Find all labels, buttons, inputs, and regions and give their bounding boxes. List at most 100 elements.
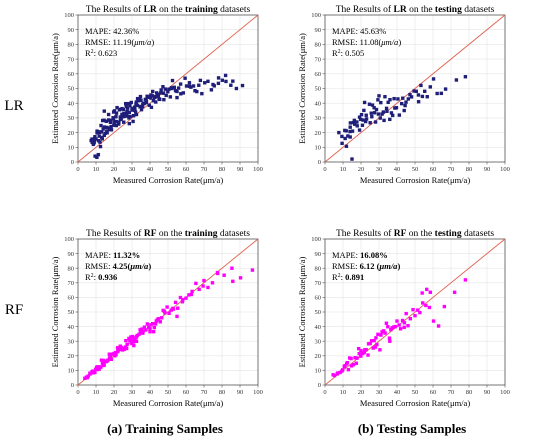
chart-title-part: on the: [157, 229, 185, 239]
chart-title-part: LR: [144, 5, 157, 15]
data-point: [139, 98, 143, 102]
data-point: [176, 86, 181, 90]
data-point: [130, 334, 135, 339]
data-point: [126, 101, 131, 106]
y-tick-label: 50: [68, 309, 75, 316]
stat-r2-sep: :: [341, 272, 346, 282]
stat-rmse: RMSE: 11.08(μm/a): [332, 37, 401, 47]
y-tick-label: 90: [68, 251, 75, 258]
data-point: [420, 94, 425, 99]
stat-r2-sup: 2: [338, 273, 341, 279]
data-point: [435, 91, 439, 96]
data-point: [134, 335, 139, 339]
data-point: [149, 96, 153, 100]
data-point: [104, 125, 109, 130]
data-point: [97, 134, 101, 138]
stat-rmse-label: RMSE:: [332, 261, 360, 271]
data-point: [383, 95, 387, 99]
data-point: [106, 112, 111, 117]
data-point: [172, 85, 176, 90]
data-point: [142, 325, 147, 329]
data-point: [131, 119, 135, 124]
data-point: [399, 101, 404, 106]
data-point: [100, 137, 104, 141]
data-point: [154, 100, 158, 104]
data-point: [102, 109, 106, 113]
x-tick-label: 80: [219, 166, 226, 173]
y-tick-label: 0: [71, 382, 74, 389]
data-point: [431, 77, 436, 81]
data-point: [128, 114, 132, 119]
x-tick-label: 30: [376, 166, 383, 173]
data-point: [425, 95, 429, 99]
y-axis-label: Estimated Corrosion Rate(μm/a): [297, 256, 307, 367]
data-point: [127, 110, 131, 115]
data-point: [388, 97, 392, 102]
data-point: [149, 105, 154, 110]
data-point: [173, 300, 178, 305]
data-point: [411, 307, 415, 312]
data-point: [378, 348, 382, 352]
data-point: [93, 154, 97, 158]
data-point: [191, 84, 196, 88]
data-point: [357, 128, 362, 132]
x-tick-label: 30: [129, 389, 136, 396]
data-point: [348, 129, 352, 134]
data-point: [187, 293, 191, 297]
stat-mape-label: MAPE:: [332, 250, 360, 260]
x-tick-label: 40: [147, 166, 154, 173]
data-point: [162, 97, 166, 102]
data-point: [135, 103, 140, 108]
data-point: [131, 340, 136, 344]
data-point: [153, 94, 158, 99]
reference-line: [324, 238, 506, 386]
data-point: [130, 106, 134, 111]
data-point: [109, 357, 113, 362]
data-point: [350, 129, 355, 133]
data-point: [98, 140, 102, 144]
data-point: [416, 308, 420, 312]
data-point: [181, 91, 185, 95]
y-axis-label: Estimated Corrosion Rate(μm/a): [297, 33, 307, 144]
data-point: [197, 83, 201, 87]
data-point: [143, 97, 148, 102]
data-point: [431, 319, 436, 323]
data-point: [384, 106, 389, 111]
data-point: [102, 362, 106, 367]
data-point: [358, 117, 363, 122]
data-point: [95, 131, 99, 135]
x-tick-label: 90: [237, 166, 244, 173]
data-point: [125, 109, 129, 114]
data-point: [175, 95, 179, 100]
chart-title-part: testing: [435, 229, 462, 239]
data-point: [108, 354, 113, 358]
data-point: [344, 144, 349, 148]
data-point: [152, 325, 157, 330]
data-point: [102, 118, 106, 122]
data-point: [128, 339, 132, 343]
chart-title-part: The Results of: [86, 4, 144, 15]
data-point: [379, 100, 383, 105]
chart-title-part: datasets: [462, 229, 495, 239]
data-point: [372, 111, 377, 115]
x-tick-label: 0: [323, 389, 326, 396]
stat-r2: R2: 0.623: [85, 48, 117, 58]
data-point: [350, 157, 354, 161]
data-point: [357, 351, 361, 356]
chart-title-part: LR: [393, 5, 406, 15]
y-tick-label: 30: [68, 115, 75, 122]
stat-rmse-unit: μm/a: [378, 261, 398, 271]
chart-title-part: datasets: [462, 5, 495, 15]
data-point: [162, 309, 167, 313]
y-tick-label: 60: [68, 71, 75, 78]
stat-rmse-value: 11.08(: [360, 37, 382, 47]
data-point: [106, 358, 110, 362]
data-point: [355, 120, 359, 124]
data-point: [230, 266, 234, 270]
caption-testing-samples: (b) Testing Samples: [358, 421, 466, 436]
data-point: [424, 303, 428, 308]
data-point: [348, 121, 353, 125]
data-point: [151, 330, 156, 334]
chart-title-part: datasets: [217, 229, 250, 239]
x-tick-label: 90: [484, 389, 491, 396]
